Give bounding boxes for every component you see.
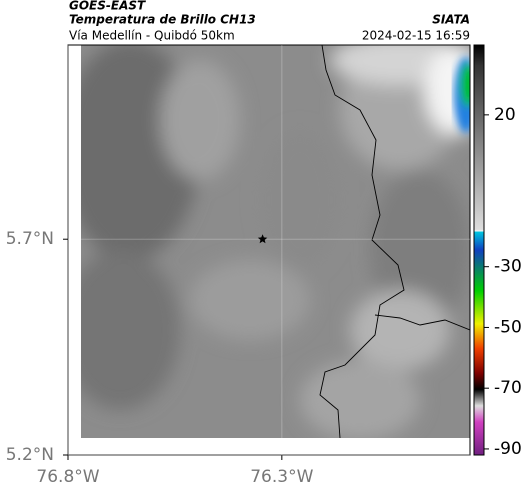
border xyxy=(374,314,470,331)
colorbar-tick-label: -30 xyxy=(494,257,522,277)
source: SIATA xyxy=(432,13,470,27)
y-tick-label: 5.2°N xyxy=(6,445,54,465)
title: Temperatura de Brillo CH13 xyxy=(69,13,256,27)
datetime: 2024-02-15 16:59 xyxy=(362,29,470,43)
map-frame xyxy=(67,44,471,456)
x-tick-label: 76.8°W xyxy=(36,467,99,487)
colorbar-tick-label: -90 xyxy=(494,439,522,459)
x-tick-label: 76.3°W xyxy=(250,467,313,487)
product: GOES-EAST xyxy=(69,0,146,13)
y-tick-label: 5.7°N xyxy=(6,229,54,249)
station-marker xyxy=(257,234,268,244)
subtitle: Vía Medellín - Quibdó 50km xyxy=(69,29,235,43)
colorbar-tick-label: -50 xyxy=(494,317,522,337)
colorbar-tick-label: 20 xyxy=(494,105,516,125)
satellite-image xyxy=(81,45,470,438)
colorbar xyxy=(473,44,485,456)
border xyxy=(319,45,405,438)
colorbar-tick-label: -70 xyxy=(494,378,522,398)
